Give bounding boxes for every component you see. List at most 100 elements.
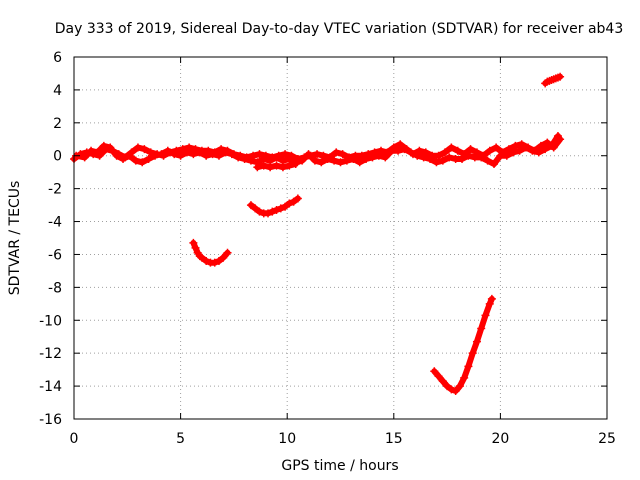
data-point [253, 163, 262, 172]
data-point [251, 204, 260, 213]
data-point [255, 150, 264, 159]
data-point [534, 148, 543, 157]
data-point [553, 131, 562, 140]
data-point [106, 143, 115, 152]
data-point [291, 159, 300, 168]
data-point [289, 197, 298, 206]
data-point [281, 150, 290, 159]
data-point [455, 382, 464, 391]
data-point [313, 150, 322, 159]
chart-title: Day 333 of 2019, Sidereal Day-to-day VTE… [55, 21, 624, 37]
data-point [541, 145, 550, 154]
data-point [426, 155, 435, 164]
data-point [438, 377, 447, 386]
data-point [195, 148, 204, 157]
data-point [477, 324, 486, 333]
data-point [485, 146, 494, 155]
data-point [400, 145, 409, 154]
data-point [240, 155, 249, 164]
data-point [202, 151, 211, 160]
data-point [93, 148, 102, 157]
x-tick-label: 0 [70, 431, 79, 447]
data-point [214, 257, 223, 266]
data-point [434, 372, 443, 381]
data-point [511, 141, 520, 150]
data-point [528, 146, 537, 155]
y-tick-label: 6 [53, 50, 62, 66]
data-point [521, 143, 530, 152]
data-point [246, 201, 255, 210]
data-point [112, 151, 121, 160]
data-point [202, 257, 211, 266]
data-point [119, 155, 128, 164]
data-point [368, 153, 377, 162]
data-point [445, 153, 454, 162]
data-point [176, 151, 185, 160]
series-segment-9h-lower [253, 159, 300, 172]
data-point [490, 159, 499, 168]
series-segment-18h [430, 294, 496, 396]
x-tick-label: 5 [176, 431, 185, 447]
series-main-band-b [72, 131, 562, 168]
data-point [396, 140, 405, 149]
data-point [468, 349, 477, 358]
data-point [355, 158, 364, 167]
data-point [264, 209, 273, 218]
data-point [310, 156, 319, 165]
data-point [362, 155, 371, 164]
data-point [276, 204, 285, 213]
y-tick-label: 0 [53, 149, 62, 165]
plot-frame [73, 56, 608, 420]
data-point [374, 151, 383, 160]
data-point [466, 145, 475, 154]
data-point [483, 156, 492, 165]
data-point [125, 151, 134, 160]
series-segment-6h [189, 238, 232, 267]
data-point [191, 243, 200, 252]
y-tick-label: -4 [48, 215, 62, 231]
tick-layer: 0 5 10 15 20 25 -16 -14 -12 -10 -8 -6 -4 -2 0 2 4 6 [39, 50, 616, 447]
data-point [464, 362, 473, 371]
data-point [163, 146, 172, 155]
data-point [342, 156, 351, 165]
data-point [278, 163, 287, 172]
data-point [227, 150, 236, 159]
data-point [255, 207, 264, 216]
data-point [140, 145, 149, 154]
data-point [182, 148, 191, 157]
data-point [464, 151, 473, 160]
x-tick-label: 25 [598, 431, 616, 447]
data-point [472, 337, 481, 346]
x-tick-label: 15 [385, 431, 403, 447]
data-point [221, 148, 230, 157]
data-point [293, 194, 302, 203]
data-point [281, 202, 290, 211]
data-point [151, 151, 160, 160]
data-point [285, 199, 294, 208]
y-tick-label: -14 [39, 379, 62, 395]
data-point [189, 150, 198, 159]
data-point [87, 146, 96, 155]
data-point [332, 148, 341, 157]
data-point [509, 148, 518, 157]
data-point [144, 155, 153, 164]
data-point [413, 151, 422, 160]
data-point [432, 158, 441, 167]
data-point [440, 148, 449, 157]
data-point [515, 146, 524, 155]
data-point [447, 143, 456, 152]
data-point [272, 206, 281, 215]
data-point [406, 148, 415, 157]
data-point [336, 158, 345, 167]
data-point [197, 253, 206, 262]
data-point [272, 153, 281, 162]
data-point [451, 387, 460, 396]
data-point [246, 156, 255, 165]
data-point [210, 258, 219, 267]
data-point [349, 155, 358, 164]
series-segment-9h [246, 194, 302, 218]
data-point [434, 151, 443, 160]
x-tick-label: 10 [278, 431, 296, 447]
